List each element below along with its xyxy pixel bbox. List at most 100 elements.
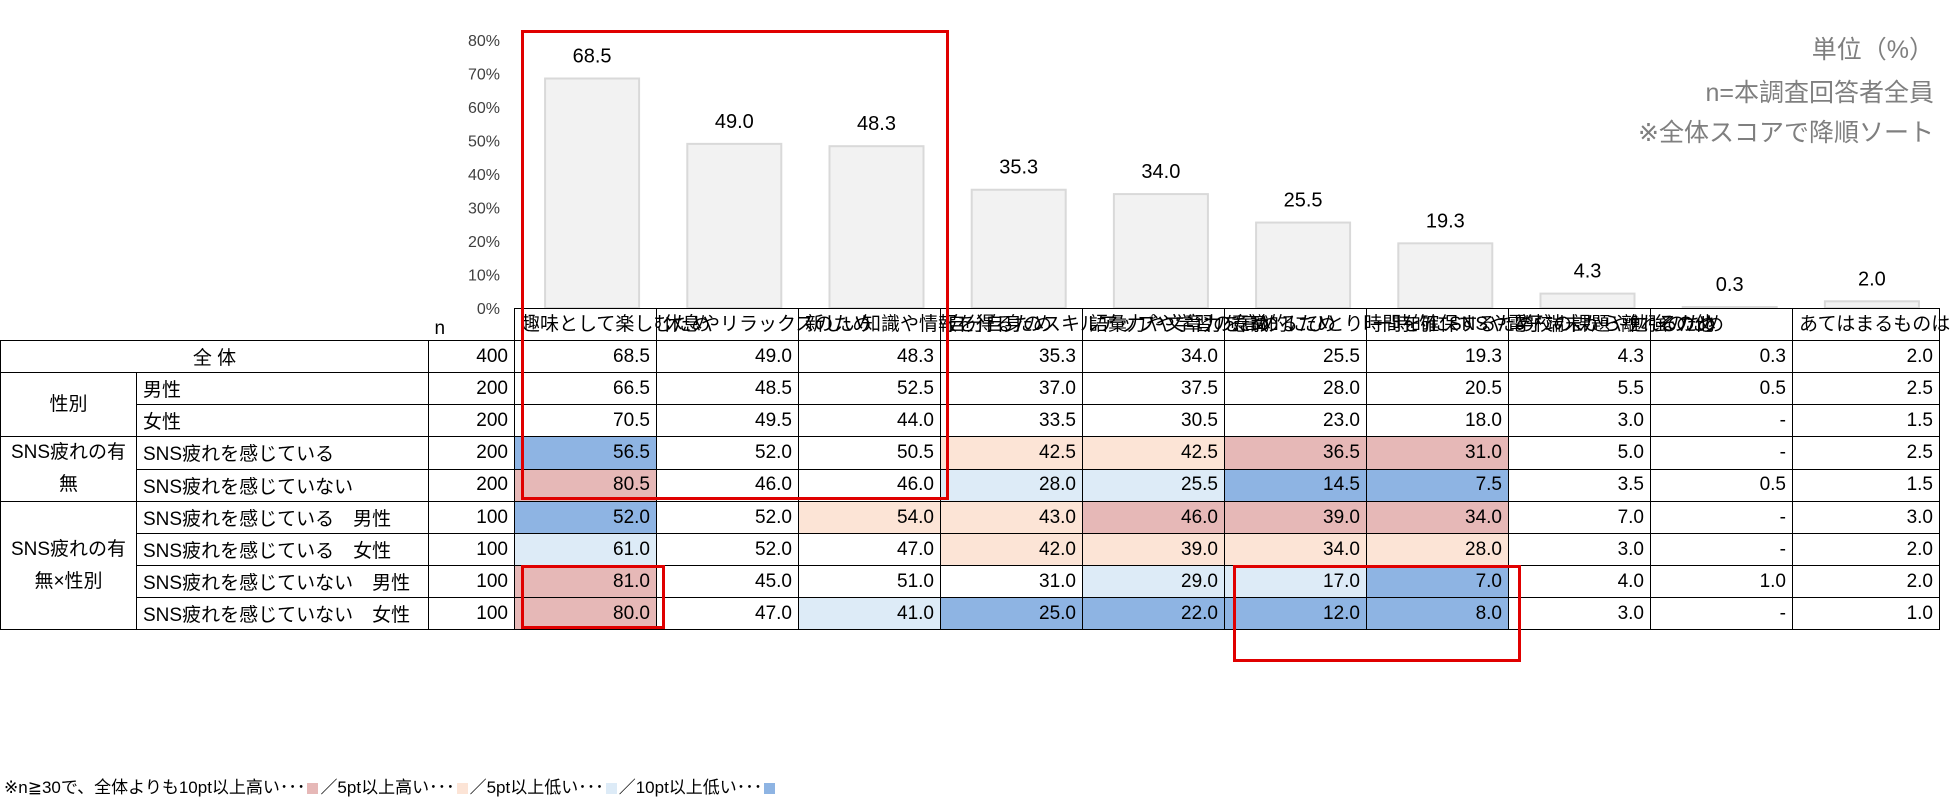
table-cell: - — [1650, 404, 1793, 437]
table-cell: 31.0 — [1366, 436, 1509, 470]
table-cell: 46.0 — [656, 468, 799, 502]
n-header: n — [428, 308, 515, 341]
footnote-intro: ※n≧30で、全体よりも — [4, 778, 179, 797]
bar-value-label: 68.5 — [573, 46, 612, 68]
table-cell: 25.0 — [940, 597, 1083, 630]
table-cell: 52.0 — [656, 436, 799, 470]
table-cell: 48.3 — [798, 340, 941, 373]
bar-value-label: 0.3 — [1716, 274, 1744, 296]
swatch-hi10 — [307, 783, 319, 795]
table-cell: 2.0 — [1792, 565, 1940, 598]
table-cell: 0.5 — [1650, 372, 1793, 405]
y-tick-label: 40% — [468, 167, 500, 184]
bar-value-label: 35.3 — [999, 157, 1038, 179]
table-cell: 81.0 — [514, 565, 657, 598]
table-cell: 1.5 — [1792, 404, 1940, 437]
table-cell: 39.0 — [1224, 501, 1367, 534]
table-cell: 48.5 — [656, 372, 799, 405]
table-cell: 52.0 — [656, 533, 799, 566]
table-row: 全 体 400 68.5 49.0 48.3 35.3 34.0 25.5 19.3 4.3 0.3… — [0, 340, 1940, 373]
row-n: 100 — [428, 533, 515, 566]
category-label: 趣味として楽しむため — [514, 308, 710, 341]
bar — [686, 142, 783, 309]
swatch-lo5 — [605, 783, 617, 795]
table-cell: 43.0 — [940, 501, 1083, 534]
table-cell: 18.0 — [1366, 404, 1509, 437]
table-cell: 35.3 — [940, 340, 1083, 373]
row-n: 400 — [428, 340, 515, 373]
y-tick-label: 60% — [468, 100, 500, 117]
table-cell: 4.0 — [1508, 565, 1651, 598]
row-sub-label: SNS疲れを感じていない 女性 — [136, 597, 429, 630]
sort-note: ※全体スコアで降順ソート — [1638, 119, 1934, 147]
table-cell: 34.0 — [1224, 533, 1367, 566]
table-cell: 29.0 — [1082, 565, 1225, 598]
table-cell: 51.0 — [798, 565, 941, 598]
crosstab-table: n 趣味として楽しむため 休息やリラックスのため 新しい知識や情報を得るため 自分自身の… — [0, 308, 1950, 630]
footnote-legend: ※n≧30で、全体よりも10pt以上高い･･･ ／5pt以上高い･･･ ／5pt以上… — [4, 773, 777, 798]
table-cell: 47.0 — [798, 533, 941, 566]
category-label: 意識的にひとり時間を確保するため — [1224, 308, 1534, 341]
table-cell: 80.0 — [514, 597, 657, 630]
y-tick-label: 10% — [468, 268, 500, 285]
category-label: 一時的にSNSや電子端末から離れるため — [1366, 308, 1716, 341]
footnote-item-hi5: ／5pt以上高い･･･ — [320, 778, 455, 797]
table-cell: 12.0 — [1224, 597, 1367, 630]
table-cell: 50.5 — [798, 436, 941, 470]
table-row: SNS疲れの有無 SNS疲れを感じている 200 56.5 52.0 50.5 42.5 42… — [0, 436, 1940, 502]
row-n: 200 — [428, 436, 515, 470]
table-cell: 52.0 — [656, 501, 799, 534]
row-n: 100 — [428, 597, 515, 630]
table-cell: 34.0 — [1082, 340, 1225, 373]
row-n: 200 — [428, 468, 515, 502]
swatch-hi5 — [456, 783, 468, 795]
table-cell: 19.3 — [1366, 340, 1509, 373]
table-cell: 3.0 — [1508, 597, 1651, 630]
table-cell: 45.0 — [656, 565, 799, 598]
row-n: 100 — [428, 565, 515, 598]
category-header-row: n 趣味として楽しむため 休息やリラックスのため 新しい知識や情報を得るため 自分自身の… — [1, 308, 1950, 341]
table-cell: 2.0 — [1792, 340, 1940, 373]
table-cell: 54.0 — [798, 501, 941, 534]
table-row: 性別 男性 200 66.5 48.5 52.5 37.0 37.5 28.0 20.5 5.5 0.… — [0, 372, 1940, 437]
category-label: 学校の課題や勉強のため — [1508, 308, 1724, 341]
bar — [1397, 242, 1494, 309]
table-cell: 28.0 — [1366, 533, 1509, 566]
y-tick-label: 30% — [468, 201, 500, 218]
bar-value-label: 4.3 — [1574, 261, 1602, 283]
bar — [1112, 193, 1209, 310]
table-cell: 28.0 — [1224, 372, 1367, 405]
row-sub-label: SNS疲れを感じている 男性 — [136, 501, 429, 534]
table-row: SNS疲れを感じていない 男性 100 81.0 45.0 51.0 31.0 29.0 17… — [1, 565, 1940, 598]
table-cell: 56.5 — [514, 436, 657, 470]
table-row: 女性 200 70.5 49.5 44.0 33.5 30.5 23.0 18.0 3.0-1.5 — [1, 404, 1940, 437]
table-cell: 22.0 — [1082, 597, 1225, 630]
row-sub-label: 男性 — [136, 372, 429, 405]
table-cell: 2.0 — [1792, 533, 1940, 566]
table-cell: 46.0 — [1082, 501, 1225, 534]
row-group-label: 性別 — [0, 372, 137, 437]
table-cell: 42.0 — [940, 533, 1083, 566]
table-cell: 37.5 — [1082, 372, 1225, 405]
table-cell: 49.5 — [656, 404, 799, 437]
category-label: 休息やリラックスのため — [656, 308, 871, 341]
table-cell: 30.5 — [1082, 404, 1225, 437]
table-cell: 5.5 — [1508, 372, 1651, 405]
row-n: 100 — [428, 501, 515, 534]
table-cell: 2.5 — [1792, 436, 1940, 470]
table-cell: 52.0 — [514, 501, 657, 534]
table-cell: 23.0 — [1224, 404, 1367, 437]
bar — [1681, 305, 1778, 309]
bar-value-label: 25.5 — [1284, 190, 1323, 212]
unit-note: 単位（%） — [1811, 36, 1934, 64]
table-cell: 70.5 — [514, 404, 657, 437]
table-cell: 1.5 — [1792, 468, 1940, 502]
table-cell: 42.5 — [940, 436, 1083, 470]
table-cell: 7.5 — [1366, 468, 1509, 502]
row-group-label: 全 体 — [0, 340, 429, 373]
table-cell: 44.0 — [798, 404, 941, 437]
row-sub-label: SNS疲れを感じている 女性 — [136, 533, 429, 566]
table-row: SNS疲れを感じている 女性 100 61.0 52.0 47.0 42.0 39.0 34.… — [1, 533, 1940, 566]
row-n: 200 — [428, 372, 515, 405]
category-label: 新しい知識や情報を得るため — [798, 308, 1052, 341]
